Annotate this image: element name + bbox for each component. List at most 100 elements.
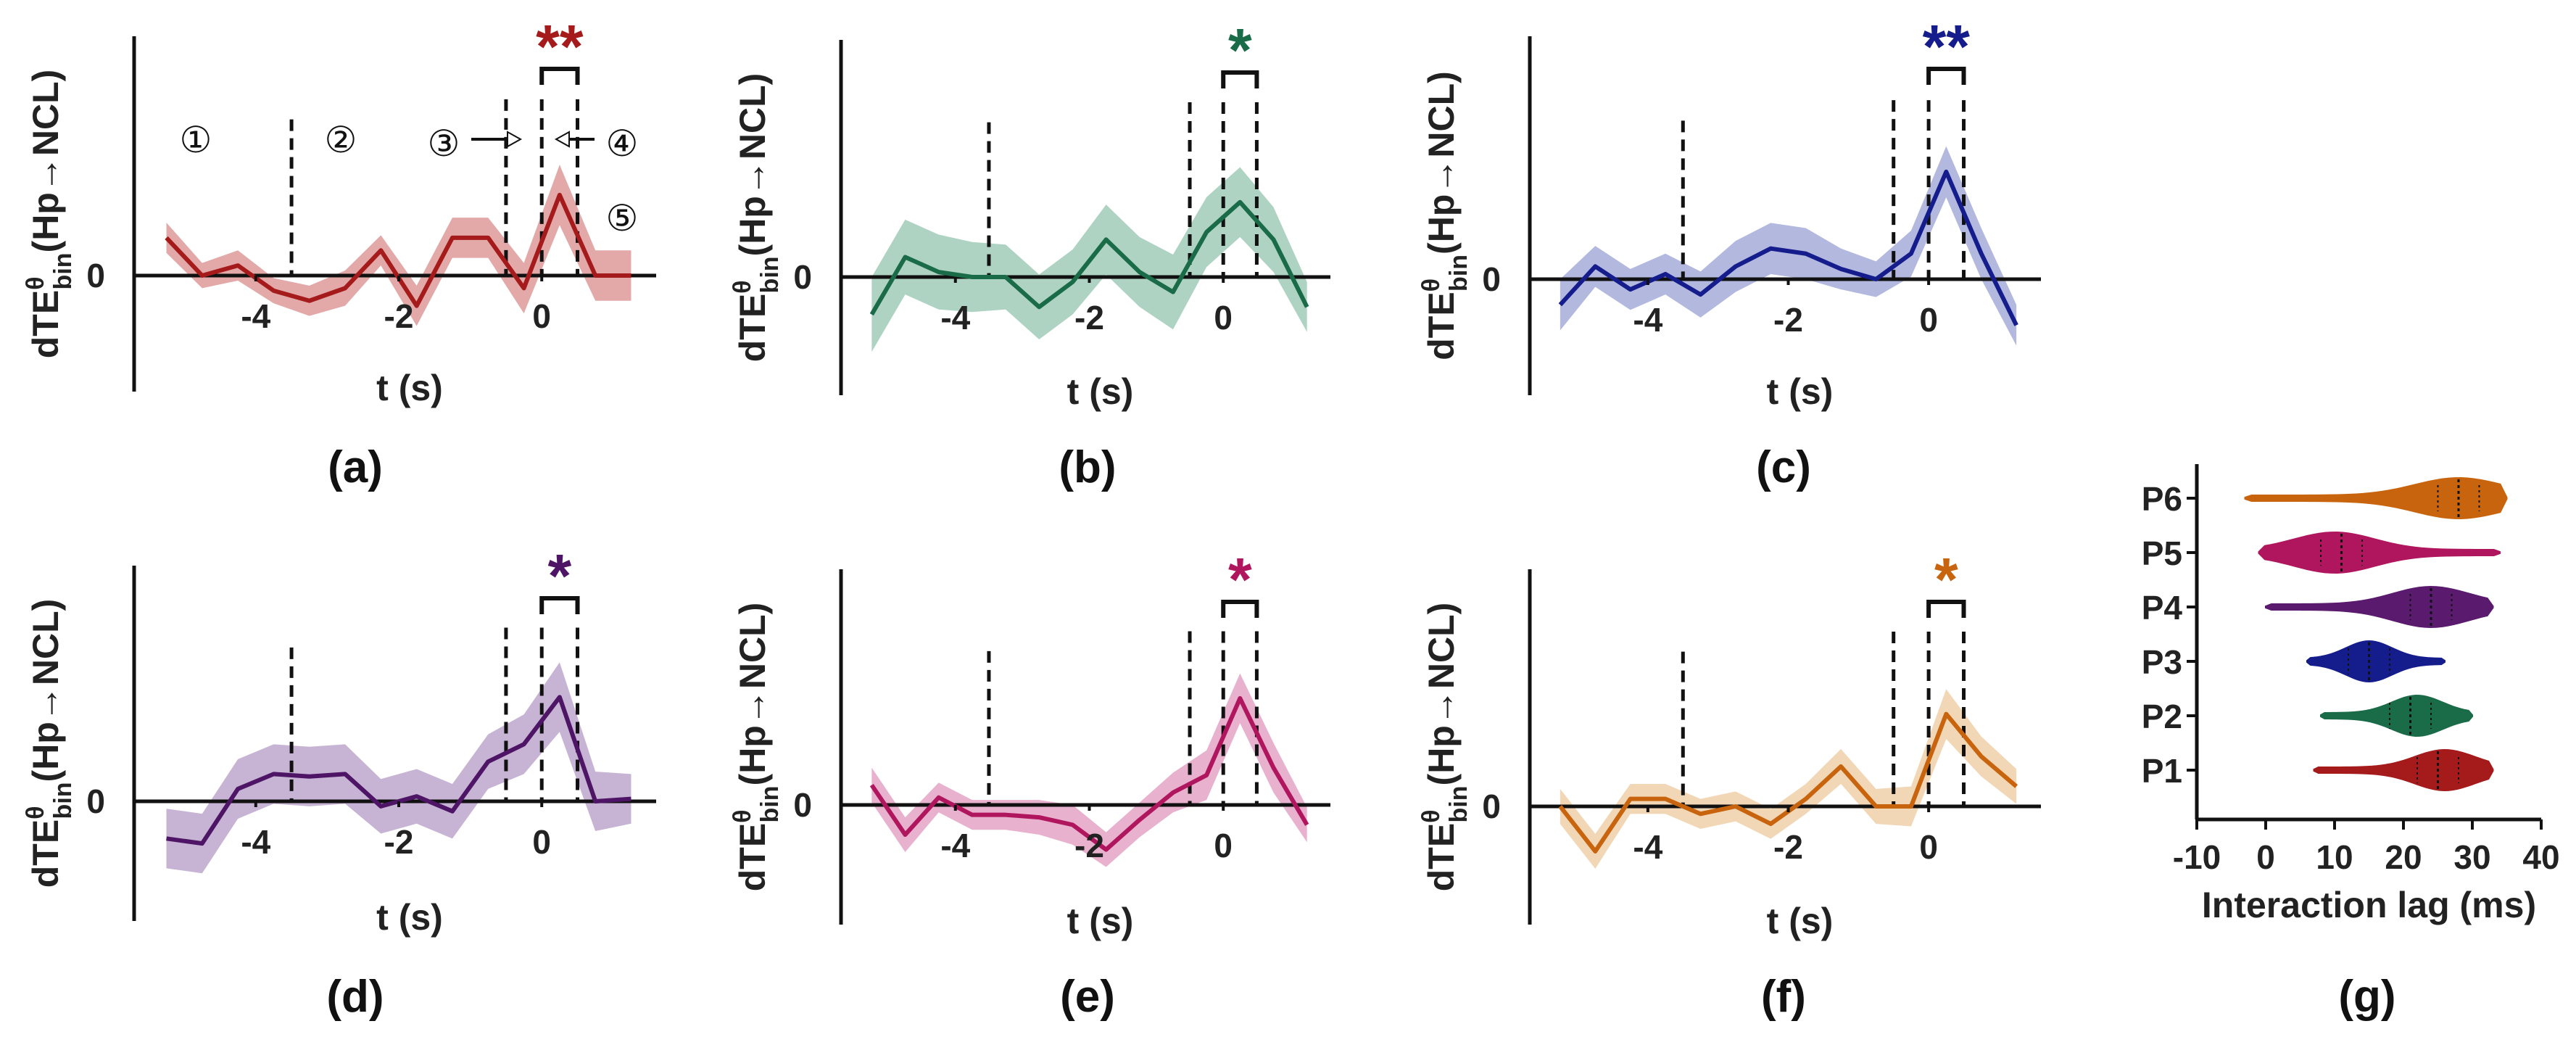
y-tick-label: 0 (793, 786, 812, 824)
significance-bracket (1926, 600, 1966, 618)
y-label-tail: (Hp→NCL) (25, 599, 66, 782)
significance-bracket (539, 596, 580, 614)
x-tick-label: -2 (1074, 299, 1104, 336)
y-label-sup: θ (729, 809, 756, 822)
arrow-3-head (507, 131, 523, 148)
panel-label: (e) (1060, 972, 1115, 1022)
panel-g: -10 0 10 20 30 40 Interaction lag (ms) P1 P2 P3 P4… (2142, 464, 2560, 1022)
phase-marker-4: ④ (606, 123, 639, 165)
category-label: P1 (2142, 752, 2182, 790)
y-label-sub: bin (1445, 255, 1473, 292)
y-label-main: dTE (25, 819, 66, 888)
y-label-main: dTE (732, 823, 773, 891)
significance-stars: ** (536, 12, 584, 80)
arrow-4-head (554, 131, 570, 148)
panel-label: (a) (328, 442, 383, 492)
panel-a: ** -4 -2 0 0 t (s) dTEθbin(Hp→NCL) (a) ① ② ③ ④ ⑤ (22, 12, 656, 492)
x-axis-label: Interaction lag (ms) (2202, 885, 2536, 925)
y-tick-label: 0 (1482, 260, 1501, 298)
category-label: P4 (2142, 589, 2183, 627)
panel-c: ** -4 -2 0 0 t (s) dTEθbin(Hp→NCL) (c) (1417, 12, 2041, 492)
panel-b: * -4 -2 0 0 t (s) dTEθbin(Hp→NCL) (b) (729, 16, 1330, 492)
x-tick-label: 0 (532, 823, 551, 861)
panels: **-4 -2 00t (s)dTEθbin(Hp→NCL)(a)① ② ③ ④⑤*-4-… (22, 12, 2560, 1022)
y-axis-label: dTEθbin(Hp→NCL) (22, 70, 77, 359)
confidence-band (166, 165, 631, 326)
x-tick-label: 40 (2522, 838, 2559, 876)
mean-line (869, 199, 1309, 316)
y-axis-label: dTEθbin(Hp→NCL) (729, 603, 784, 892)
x-tick-label: -4 (1633, 828, 1662, 866)
significance-bracket (1221, 600, 1259, 618)
x-tick-label: 20 (2385, 838, 2422, 876)
y-tick-label: 0 (1482, 788, 1501, 825)
x-axis-label: t (s) (1767, 901, 1834, 941)
y-label-sub: bin (49, 252, 77, 289)
significance-bracket (1221, 70, 1259, 88)
x-tick-label: 10 (2316, 838, 2353, 876)
phase-marker-2: ② (325, 119, 357, 161)
y-axis-label: dTEθbin(Hp→NCL) (1417, 71, 1473, 360)
significance-stars: ** (1923, 12, 1971, 80)
significance-stars: * (1934, 545, 1958, 613)
y-tick-label: 0 (86, 257, 105, 294)
violin (2258, 532, 2501, 574)
panel-label: (b) (1059, 442, 1116, 492)
y-axis-label: dTEθbin(Hp→NCL) (1417, 603, 1473, 892)
confidence-band (871, 673, 1307, 867)
panel-label: (d) (326, 972, 384, 1022)
x-axis-label: t (s) (376, 368, 443, 408)
x-tick-label: 0 (2256, 838, 2275, 876)
panel-d: * -4 -2 0 0 t (s) dTEθbin(Hp→NCL) (d) (22, 542, 656, 1022)
confidence-band (1560, 146, 2017, 346)
y-label-main: dTE (25, 290, 66, 358)
x-axis-label: t (s) (376, 897, 443, 938)
confidence-band (1560, 689, 2017, 869)
x-tick-label: 0 (1919, 301, 1938, 339)
y-tick-label: 0 (793, 258, 812, 296)
y-label-main: dTE (1421, 292, 1462, 360)
x-tick-label: -10 (2173, 838, 2221, 876)
category-label: P2 (2142, 698, 2182, 735)
x-tick-label: -4 (940, 827, 970, 864)
x-tick-label: -2 (384, 297, 414, 335)
x-tick-label: 0 (1214, 299, 1233, 336)
x-tick-label: -2 (1074, 827, 1104, 864)
y-label-sup: θ (1417, 278, 1445, 292)
violin (2244, 477, 2508, 519)
mean-line (1558, 169, 2018, 326)
category-label: P6 (2142, 480, 2182, 518)
x-axis-label: t (s) (1067, 371, 1134, 412)
x-axis-label: t (s) (1767, 371, 1834, 412)
x-tick-label: -4 (241, 297, 270, 335)
x-tick-label: -4 (1633, 301, 1662, 339)
y-label-sub: bin (49, 782, 77, 819)
violin (2306, 640, 2445, 683)
significance-stars: * (1228, 16, 1252, 84)
y-label-sup: θ (729, 280, 756, 293)
panel-f: * -4 -2 0 0 t (s) dTEθbin(Hp→NCL) (f) (1417, 545, 2041, 1022)
phase-marker-1: ① (180, 119, 212, 161)
x-tick-label: 0 (532, 297, 551, 335)
x-tick-label: 30 (2453, 838, 2490, 876)
y-axis-label: dTEθbin(Hp→NCL) (729, 73, 784, 363)
y-label-tail: (Hp→NCL) (732, 603, 773, 786)
x-tick-label: -2 (1773, 301, 1803, 339)
violin (2265, 586, 2494, 628)
y-label-main: dTE (732, 294, 773, 362)
phase-marker-3: ③ (428, 123, 460, 165)
panel-e: * -4 -2 0 0 t (s) dTEθbin(Hp→NCL) (e) (729, 545, 1330, 1022)
y-label-sub: bin (756, 256, 784, 293)
x-tick-label: -4 (940, 299, 970, 336)
x-tick-label: 0 (1214, 827, 1233, 864)
x-tick-label: -4 (241, 823, 270, 861)
y-label-sup: θ (1417, 809, 1445, 822)
x-axis-label: t (s) (1067, 901, 1134, 941)
phase-marker-5: ⑤ (606, 197, 639, 239)
panel-label: (f) (1761, 972, 1806, 1022)
y-label-sub: bin (756, 785, 784, 822)
violin (2313, 749, 2494, 791)
y-label-tail: (Hp→NCL) (1421, 603, 1462, 786)
x-tick-label: -2 (384, 823, 414, 861)
significance-stars: * (1228, 545, 1252, 613)
